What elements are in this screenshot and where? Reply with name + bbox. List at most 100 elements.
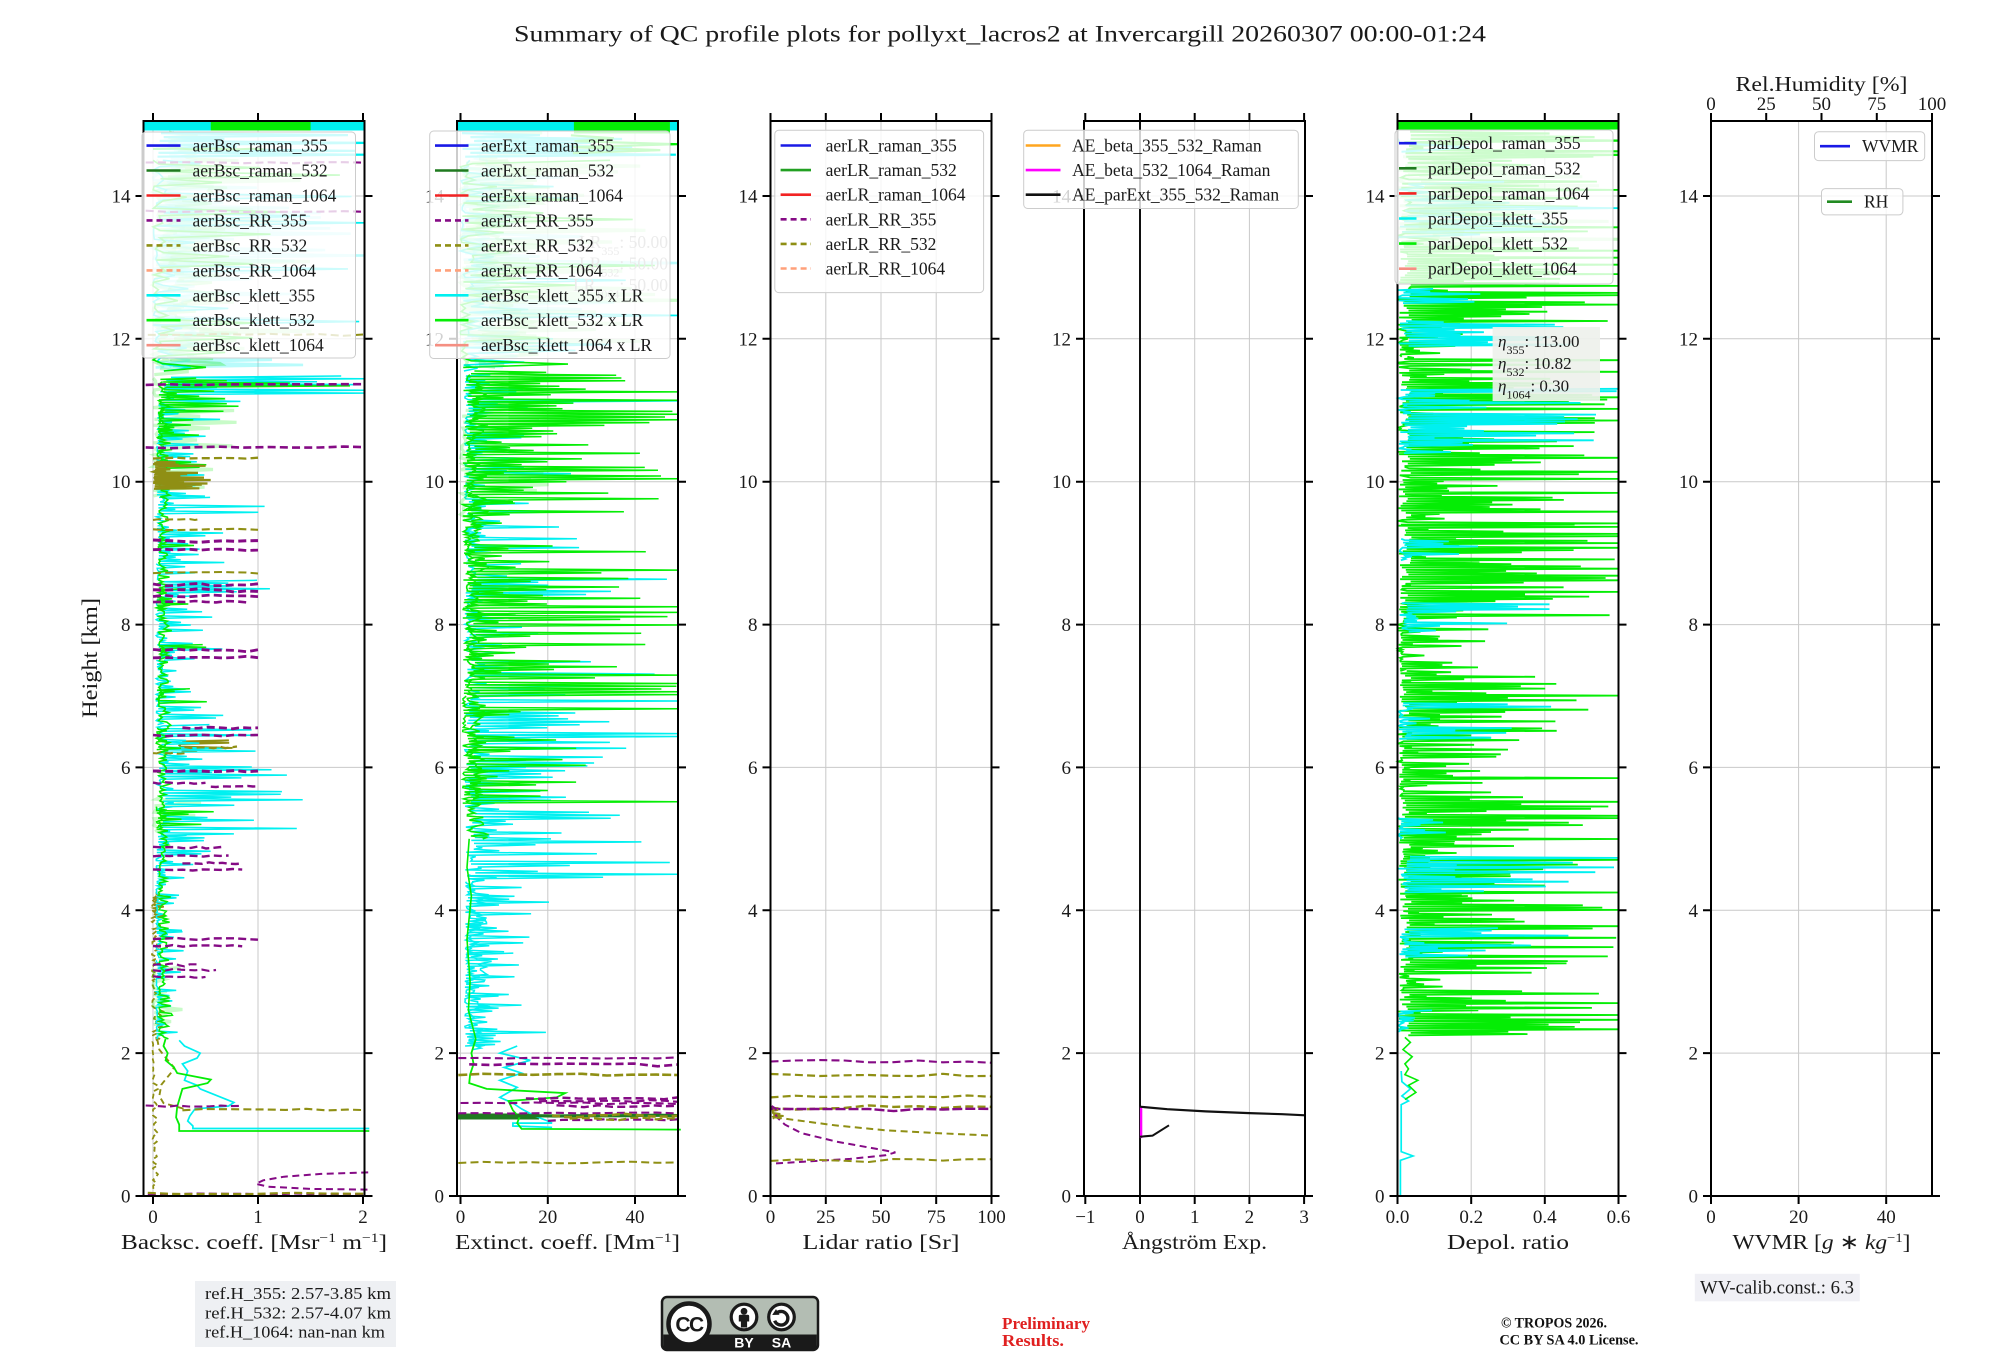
svg-text:8: 8 — [1062, 615, 1072, 636]
svg-text:6: 6 — [748, 758, 758, 779]
svg-text:0.0: 0.0 — [1386, 1207, 1410, 1228]
svg-text:3: 3 — [1299, 1207, 1309, 1228]
svg-text:parDepol_klett_532: parDepol_klett_532 — [1428, 234, 1568, 254]
svg-text:14: 14 — [1366, 187, 1386, 208]
svg-text:1: 1 — [1190, 1207, 1200, 1228]
svg-text:WV-calib.const.: 6.3: WV-calib.const.: 6.3 — [1700, 1278, 1854, 1299]
svg-text:4: 4 — [1689, 901, 1699, 922]
svg-text:14: 14 — [1679, 187, 1699, 208]
svg-text:CC BY SA 4.0 License.: CC BY SA 4.0 License. — [1500, 1333, 1639, 1349]
svg-text:8: 8 — [435, 615, 445, 636]
svg-text:2: 2 — [1062, 1044, 1072, 1065]
svg-text:Height [km]: Height [km] — [77, 598, 102, 718]
svg-text:12: 12 — [739, 329, 758, 350]
svg-text:aerBsc_RR_355: aerBsc_RR_355 — [193, 210, 308, 230]
svg-text:0.4: 0.4 — [1533, 1207, 1557, 1228]
svg-text:aerLR_raman_355: aerLR_raman_355 — [826, 136, 957, 156]
svg-text:50: 50 — [872, 1207, 891, 1228]
svg-text:4: 4 — [1062, 901, 1072, 922]
svg-text:1: 1 — [253, 1207, 263, 1228]
svg-text:ref.H_532: 2.57-4.07 km: ref.H_532: 2.57-4.07 km — [205, 1304, 391, 1323]
svg-text:aerBsc_raman_355: aerBsc_raman_355 — [193, 136, 328, 156]
svg-text:aerBsc_klett_1064 x LR: aerBsc_klett_1064 x LR — [481, 335, 652, 355]
svg-text:75: 75 — [927, 1207, 946, 1228]
svg-text:25: 25 — [816, 1207, 835, 1228]
svg-text:Summary of QC profile plots fo: Summary of QC profile plots for pollyxt_… — [514, 22, 1487, 47]
svg-text:aerBsc_RR_1064: aerBsc_RR_1064 — [193, 260, 317, 280]
svg-text:parDepol_klett_355: parDepol_klett_355 — [1428, 209, 1568, 229]
svg-text:aerLR_raman_532: aerLR_raman_532 — [826, 160, 957, 180]
svg-text:aerExt_raman_1064: aerExt_raman_1064 — [481, 186, 623, 206]
svg-text:aerBsc_klett_532: aerBsc_klett_532 — [193, 310, 315, 330]
svg-text:0: 0 — [121, 1187, 131, 1208]
svg-text:aerLR_RR_355: aerLR_RR_355 — [826, 209, 937, 229]
svg-text:aerExt_RR_1064: aerExt_RR_1064 — [481, 260, 603, 280]
svg-text:−1: −1 — [1075, 1207, 1095, 1228]
svg-text:12: 12 — [112, 329, 131, 350]
svg-text:8: 8 — [1689, 615, 1699, 636]
svg-text:WVMR [g ∗ kg−1]: WVMR [g ∗ kg −1] — [1733, 1230, 1911, 1255]
svg-text:Lidar ratio [Sr]: Lidar ratio [Sr] — [803, 1230, 960, 1254]
svg-text:4: 4 — [748, 901, 758, 922]
svg-text:4: 4 — [121, 901, 131, 922]
svg-text:10: 10 — [1052, 472, 1071, 493]
svg-text:Rel.Humidity [%]: Rel.Humidity [%] — [1736, 72, 1908, 96]
svg-text:parDepol_raman_532: parDepol_raman_532 — [1428, 158, 1581, 178]
svg-text:ref.H_1064: nan-nan km: ref.H_1064: nan-nan km — [205, 1323, 385, 1342]
svg-text:0: 0 — [766, 1207, 776, 1228]
svg-text:WVMR: WVMR — [1862, 136, 1919, 156]
svg-text:12: 12 — [1366, 329, 1385, 350]
svg-text:aerLR_RR_1064: aerLR_RR_1064 — [826, 259, 946, 279]
svg-text:© TROPOS 2026.: © TROPOS 2026. — [1501, 1316, 1607, 1332]
svg-text:14: 14 — [112, 187, 132, 208]
svg-text:6: 6 — [121, 758, 131, 779]
svg-text:20: 20 — [538, 1207, 557, 1228]
svg-text:CC: CC — [675, 1314, 704, 1337]
svg-text:6: 6 — [1375, 758, 1385, 779]
svg-text:aerBsc_klett_355 x LR: aerBsc_klett_355 x LR — [481, 285, 644, 305]
svg-text:2: 2 — [358, 1207, 368, 1228]
svg-text:10: 10 — [425, 472, 444, 493]
svg-text:aerBsc_raman_1064: aerBsc_raman_1064 — [193, 186, 337, 206]
svg-text:aerLR_raman_1064: aerLR_raman_1064 — [826, 185, 966, 205]
svg-text:aerBsc_raman_532: aerBsc_raman_532 — [193, 161, 328, 181]
svg-text:0: 0 — [1706, 1207, 1716, 1228]
svg-text:0: 0 — [748, 1187, 758, 1208]
svg-text:2: 2 — [121, 1044, 131, 1065]
svg-text:4: 4 — [435, 901, 445, 922]
svg-text:2: 2 — [1375, 1044, 1385, 1065]
svg-text:aerLR_RR_532: aerLR_RR_532 — [826, 234, 937, 254]
svg-text:parDepol_raman_1064: parDepol_raman_1064 — [1428, 183, 1590, 203]
svg-text:0.6: 0.6 — [1607, 1207, 1631, 1228]
svg-text:8: 8 — [121, 615, 131, 636]
svg-text:0: 0 — [1706, 94, 1716, 115]
svg-text:0: 0 — [1375, 1187, 1385, 1208]
svg-text:aerExt_raman_355: aerExt_raman_355 — [481, 136, 614, 156]
svg-text:Results.: Results. — [1002, 1331, 1064, 1350]
svg-text:6: 6 — [1062, 758, 1072, 779]
svg-text:AE_beta_355_532_Raman: AE_beta_355_532_Raman — [1072, 136, 1262, 156]
svg-text:aerExt_raman_532: aerExt_raman_532 — [481, 161, 614, 181]
svg-text:8: 8 — [1375, 615, 1385, 636]
svg-text:50: 50 — [1812, 94, 1831, 115]
svg-text:0.2: 0.2 — [1459, 1207, 1483, 1228]
svg-text:2: 2 — [435, 1044, 445, 1065]
svg-text:aerBsc_klett_355: aerBsc_klett_355 — [193, 285, 316, 305]
svg-text:Preliminary: Preliminary — [1002, 1314, 1091, 1333]
svg-text:parDepol_raman_355: parDepol_raman_355 — [1428, 133, 1581, 153]
svg-text:aerBsc_klett_532 x LR: aerBsc_klett_532 x LR — [481, 310, 644, 330]
svg-text:10: 10 — [739, 472, 758, 493]
svg-text:0: 0 — [1689, 1187, 1699, 1208]
svg-text:12: 12 — [1052, 329, 1071, 350]
svg-text:10: 10 — [1679, 472, 1698, 493]
svg-text:Ångström Exp.: Ångström Exp. — [1122, 1230, 1267, 1254]
svg-text:AE_beta_532_1064_Raman: AE_beta_532_1064_Raman — [1072, 160, 1271, 180]
svg-text:0: 0 — [456, 1207, 466, 1228]
svg-text:6: 6 — [1689, 758, 1699, 779]
svg-text:2: 2 — [748, 1044, 758, 1065]
svg-text:BY: BY — [734, 1335, 754, 1351]
svg-text:2: 2 — [1245, 1207, 1255, 1228]
svg-text:25: 25 — [1757, 94, 1776, 115]
svg-text:40: 40 — [626, 1207, 645, 1228]
svg-text:10: 10 — [1366, 472, 1385, 493]
